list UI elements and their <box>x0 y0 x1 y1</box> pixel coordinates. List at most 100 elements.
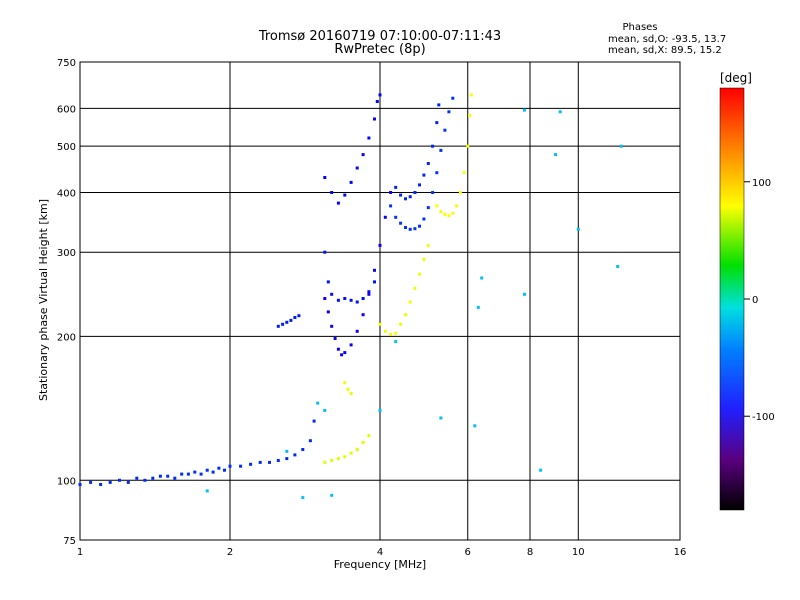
data-point <box>447 110 451 114</box>
data-point <box>418 224 421 228</box>
data-point <box>217 466 221 470</box>
data-point <box>308 439 312 443</box>
data-point <box>355 448 359 451</box>
data-point <box>89 480 93 484</box>
colorbar <box>719 87 745 511</box>
data-point <box>293 316 297 319</box>
data-point <box>166 474 170 478</box>
data-point <box>367 434 371 438</box>
data-point <box>205 489 209 493</box>
y-tick-label: 400 <box>57 188 76 199</box>
data-point <box>258 460 262 464</box>
data-point <box>343 193 347 197</box>
data-point <box>451 211 455 215</box>
data-point <box>389 204 393 208</box>
data-point <box>408 195 412 199</box>
y-tick-label: 100 <box>57 476 76 487</box>
data-point <box>418 183 421 187</box>
data-point <box>399 193 403 197</box>
y-tick-label: 200 <box>57 332 76 343</box>
colorbar-tick-label: 0 <box>752 295 758 306</box>
data-point <box>361 153 365 157</box>
data-point <box>355 300 359 304</box>
y-tick-label: 75 <box>63 536 76 547</box>
data-point <box>455 204 459 208</box>
data-point <box>378 322 382 326</box>
data-point <box>211 470 215 474</box>
data-point <box>346 387 350 391</box>
data-point <box>394 215 398 219</box>
phases-stat-x: mean, sd,X: 89.5, 15.2 <box>608 45 722 56</box>
data-point <box>394 331 398 335</box>
data-point <box>383 329 387 333</box>
data-point <box>389 191 393 194</box>
data-point <box>361 297 365 300</box>
data-point <box>293 453 297 457</box>
x-axis-ticks: 1 2 4 6 8 10 16 <box>77 547 687 558</box>
data-point <box>180 472 184 476</box>
data-point <box>361 313 365 317</box>
data-point <box>389 332 393 336</box>
data-point <box>413 286 417 290</box>
data-point <box>367 136 371 140</box>
phases-stat-o: mean, sd,O: -93.5, 13.7 <box>608 34 726 45</box>
data-point <box>422 257 426 261</box>
data-point <box>431 144 435 148</box>
data-point <box>326 310 330 314</box>
x-tick-label: 1 <box>77 547 83 558</box>
data-point <box>443 128 447 132</box>
colorbar-ticks: 100 0 -100 <box>744 178 775 423</box>
data-point <box>349 451 353 455</box>
data-point <box>468 113 471 117</box>
data-point <box>199 472 203 476</box>
data-point <box>476 305 480 309</box>
data-point <box>558 110 562 114</box>
data-point <box>439 416 443 420</box>
data-point <box>186 472 190 476</box>
data-point <box>378 243 382 247</box>
data-point <box>326 280 330 284</box>
data-point <box>439 210 443 213</box>
data-point <box>404 197 407 201</box>
data-point <box>223 468 226 472</box>
data-point <box>404 313 407 317</box>
data-point <box>408 300 412 304</box>
data-point <box>316 401 320 405</box>
data-point <box>375 100 379 103</box>
data-point <box>437 103 441 107</box>
data-point <box>435 171 439 175</box>
data-point <box>399 221 403 225</box>
data-point <box>336 347 340 351</box>
data-point <box>576 227 580 231</box>
phases-header: Phases <box>622 22 657 33</box>
data-point <box>435 204 439 208</box>
data-point <box>394 185 398 189</box>
data-point <box>297 314 301 318</box>
data-point <box>281 322 285 326</box>
x-tick-label: 6 <box>465 547 471 558</box>
colorbar-tick-label: -100 <box>752 412 775 423</box>
data-point <box>404 226 407 229</box>
data-point <box>349 343 353 347</box>
data-point <box>355 166 359 170</box>
data-point <box>289 318 293 322</box>
data-point <box>426 243 430 247</box>
data-point <box>426 206 430 210</box>
data-point <box>158 474 162 478</box>
data-point <box>361 440 365 444</box>
data-point <box>373 117 376 121</box>
data-point <box>205 468 209 472</box>
data-point <box>523 292 526 296</box>
data-point <box>340 353 344 357</box>
data-point <box>373 280 376 284</box>
data-point <box>301 496 305 500</box>
x-tick-label: 2 <box>227 547 233 558</box>
data-point <box>330 292 334 296</box>
data-point <box>447 214 451 217</box>
data-point <box>413 191 417 194</box>
y-tick-label: 750 <box>57 58 76 69</box>
data-point <box>480 276 484 280</box>
colorbar-label: [deg] <box>720 71 752 85</box>
data-point <box>616 265 620 268</box>
